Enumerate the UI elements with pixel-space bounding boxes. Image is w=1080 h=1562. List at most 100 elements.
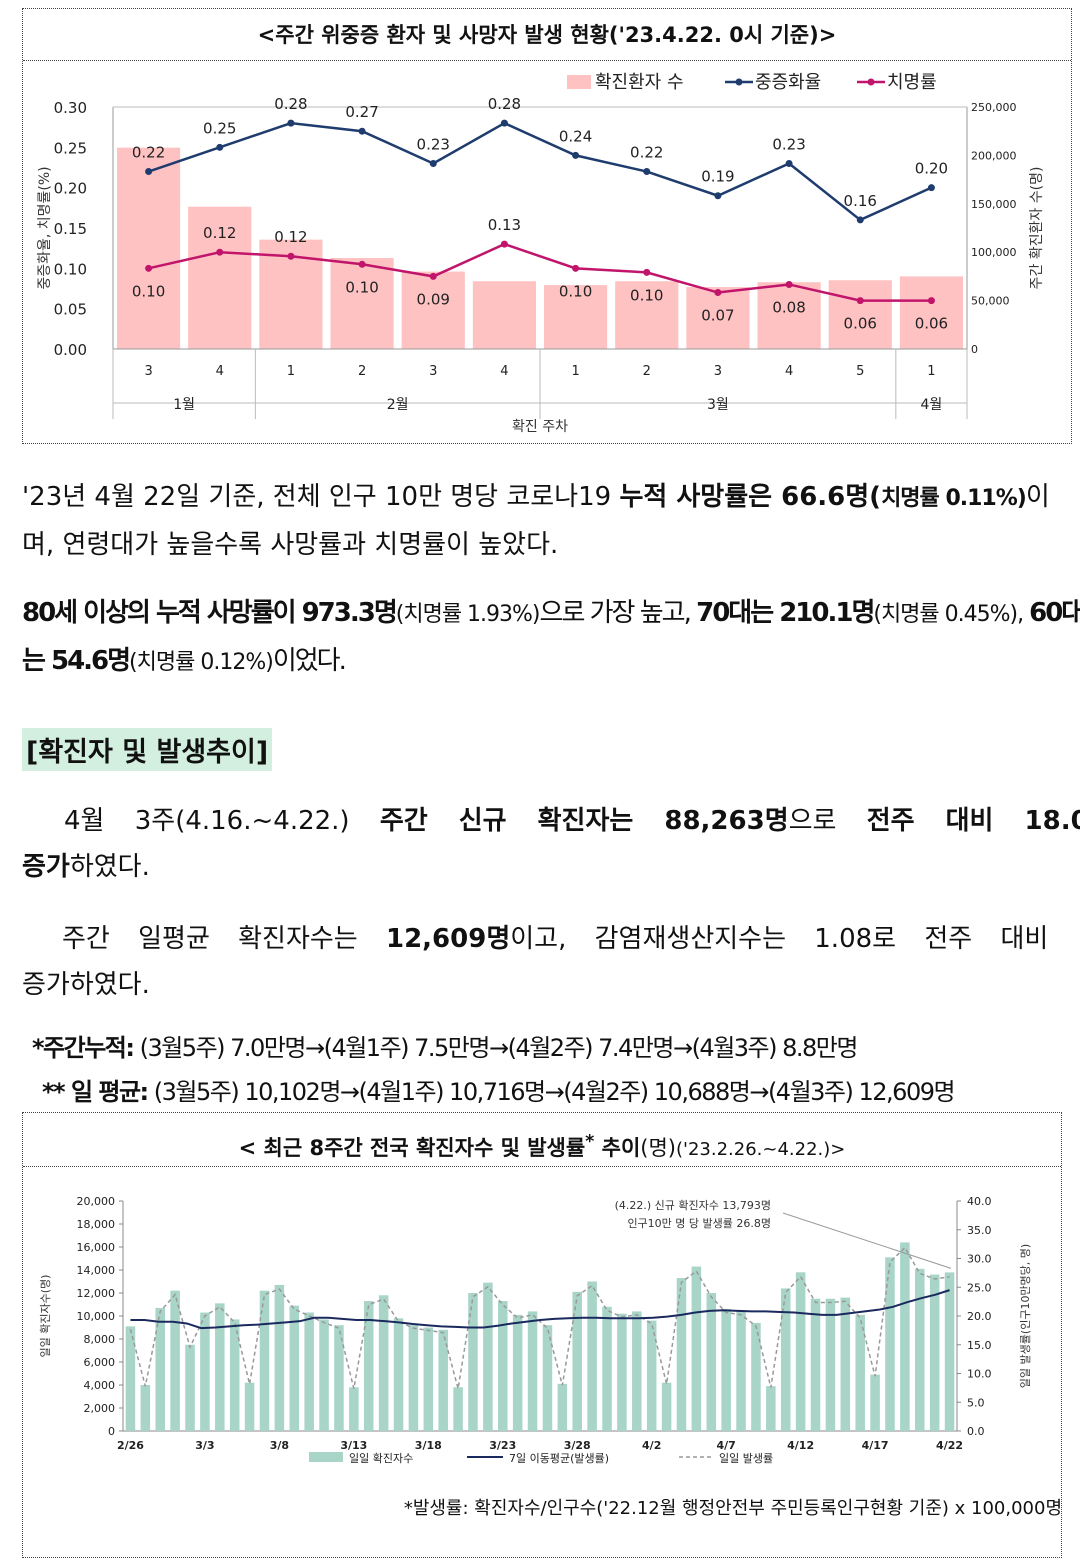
chart2-bar (542, 1325, 553, 1431)
chart2-annotation-pointer (782, 1212, 952, 1269)
chart2-right-tick: 30.0 (967, 1253, 992, 1266)
chart1-bar (188, 206, 252, 349)
chart1-week-label: 3 (429, 364, 437, 379)
chart2-left-tick: 14,000 (77, 1264, 116, 1277)
chart2-bar (900, 1242, 910, 1431)
chart1-box: <주간 위중증 환자 및 사망자 발생 현황('23.4.22. 0시 기준)>… (22, 8, 1072, 444)
chart1-bar (899, 276, 963, 349)
chart2-bar (408, 1325, 419, 1431)
chart2-right-tick: 15.0 (967, 1339, 992, 1352)
chart2-bar (334, 1325, 344, 1431)
chart2-right-tick: 10.0 (967, 1368, 992, 1381)
chart1-point (856, 297, 864, 305)
chart1-left-tick: 0.20 (54, 180, 87, 198)
chart2-x-tick: 3/13 (340, 1439, 367, 1452)
chart1-data-label: 0.19 (701, 168, 734, 186)
chart1-point (145, 168, 153, 176)
chart2-bar (810, 1298, 821, 1431)
chart2-bar (602, 1306, 612, 1431)
chart2-bar (721, 1309, 731, 1431)
chart2-svg: 0 2,000 4,000 6,000 8,000 10,000 12,000 14,000 1… (38, 1195, 1032, 1465)
chart2-bar (929, 1274, 940, 1431)
chart1-point (714, 289, 722, 297)
chart1-data-label: 0.28 (274, 95, 307, 113)
chart2-bar (289, 1305, 300, 1431)
chart2-left-tick: 18,000 (77, 1218, 116, 1231)
chart2-right-tick: 25.0 (967, 1281, 992, 1294)
chart1-week-label: 1 (571, 364, 579, 379)
chart1-legend-marker (735, 78, 743, 86)
paragraph-weekly: 4월 3주(4.16.~4.22.) 주간 신규 확진자는 88,263명으로 … (22, 798, 1080, 890)
chart2-bar (557, 1383, 568, 1431)
chart1-week-label: 4 (500, 364, 508, 379)
chart2-x-tick: 4/17 (862, 1439, 889, 1452)
chart2-x-tick: 3/3 (195, 1439, 214, 1452)
chart2-bar (498, 1301, 508, 1431)
chart1-bar (686, 287, 750, 349)
chart2-title: < 최근 8주간 전국 확진자수 및 발생률* 추이(명)('23.2.26.~… (23, 1113, 1061, 1167)
chart1-legend-marker (867, 78, 875, 86)
chart2-left-tick: 2,000 (84, 1402, 116, 1415)
chart2-bar (349, 1387, 359, 1431)
chart2-moving-average-line (130, 1289, 950, 1330)
chart2-bar (483, 1282, 493, 1431)
chart2-bar (274, 1284, 285, 1431)
chart2-bar (363, 1301, 374, 1431)
chart2-bar (855, 1314, 865, 1431)
chart2-bar (423, 1327, 434, 1431)
chart2-left-tick: 10,000 (77, 1310, 116, 1323)
chart2-bar (632, 1311, 642, 1431)
chart2-legend-label: 일일 발생률 (719, 1451, 773, 1465)
chart1-point (287, 119, 295, 127)
chart1-point (358, 127, 366, 135)
chart1-right-tick: 250,000 (971, 101, 1017, 114)
chart2-bar (453, 1387, 463, 1431)
chart2-bar (304, 1312, 314, 1431)
chart2-x-tick: 3/18 (415, 1439, 442, 1452)
chart2-bar (885, 1257, 895, 1431)
chart1-month-label: 4월 (921, 397, 943, 413)
chart1-data-label: 0.23 (417, 135, 450, 153)
chart2-bar (795, 1272, 806, 1431)
paragraph-weekly-line1: 4월 3주(4.16.~4.22.) 주간 신규 확진자는 88,263명으로 … (64, 806, 1080, 836)
chart2-bar (736, 1311, 746, 1431)
chart1-data-label: 0.27 (345, 103, 378, 121)
chart1-month-label: 3월 (707, 397, 729, 413)
chart1-point (785, 280, 793, 288)
chart2-bar (676, 1278, 687, 1431)
chart2-bar (825, 1298, 836, 1431)
chart1-data-label: 0.20 (915, 160, 948, 178)
chart2-bar (944, 1272, 955, 1431)
chart1-point (927, 297, 935, 305)
note-daily-average: ** 일 평균: (3월5주) 10,102명→(4월1주) 10,716명→(… (42, 1078, 956, 1106)
chart1-right-tick: 150,000 (971, 198, 1017, 211)
chart2-bar (259, 1290, 270, 1431)
chart2-bar (661, 1382, 672, 1431)
chart2-right-tick: 5.0 (967, 1396, 985, 1409)
chart1-month-label: 2월 (387, 397, 409, 413)
chart1-legend-label: 확진환자 수 (595, 72, 684, 93)
chart1-left-tick: 0.05 (54, 301, 87, 319)
chart1-data-label: 0.13 (488, 216, 521, 234)
chart2-bar (200, 1312, 210, 1431)
paragraph-age-line2: 는 54.6명(치명률 0.12%)이었다. (22, 646, 347, 676)
chart1-point (429, 272, 437, 280)
chart1-point (429, 159, 437, 167)
chart1-bar (401, 271, 465, 349)
chart1-week-label: 3 (714, 364, 722, 379)
chart1-right-tick: 0 (971, 343, 978, 356)
chart2-bar (125, 1326, 136, 1431)
chart1-data-label: 0.07 (701, 307, 734, 325)
chart1-left-tick: 0.25 (54, 139, 87, 157)
chart1-right-tick: 100,000 (971, 246, 1017, 259)
chart2-bar (438, 1329, 448, 1431)
chart1-week-label: 5 (856, 364, 864, 379)
chart2-bar (780, 1288, 791, 1431)
chart1-data-label: 0.10 (559, 282, 592, 300)
chart2-bar (870, 1374, 880, 1431)
chart2-x-tick: 2/26 (117, 1439, 144, 1452)
chart1-title: <주간 위중증 환자 및 사망자 발생 현황('23.4.22. 0시 기준)> (23, 9, 1071, 61)
chart2-legend-label: 7일 이동평균(발생률) (509, 1451, 609, 1465)
paragraph-daily-avg: 주간 일평균 확진자수는 12,609명이고, 감염재생산지수는 1.08로 전… (22, 916, 1080, 1008)
chart2-bar (512, 1314, 523, 1431)
